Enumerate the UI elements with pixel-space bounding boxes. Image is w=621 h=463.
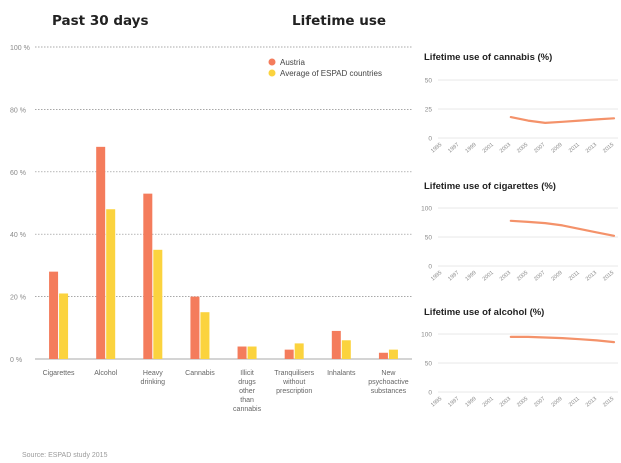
category-label: New <box>381 370 396 377</box>
category-label: cannabis <box>233 406 262 413</box>
x-tick-label: 1995 <box>430 396 443 408</box>
x-tick-label: 2007 <box>533 142 546 154</box>
x-tick-label: 1999 <box>464 396 477 408</box>
category-label: Illicit <box>240 370 254 377</box>
x-tick-label: 1997 <box>447 270 460 282</box>
category-label: Tranquilisers <box>274 370 314 377</box>
bar-austria <box>143 193 153 359</box>
x-tick-label: 2009 <box>550 270 563 282</box>
bar-espad-average <box>200 312 210 359</box>
x-tick-label: 1999 <box>464 142 477 154</box>
x-tick-label: 2013 <box>585 396 598 408</box>
x-tick-label: 2003 <box>499 396 512 408</box>
bar-espad-average <box>294 343 304 359</box>
y-tick-label: 50 <box>425 78 433 85</box>
past-30-days-bar-chart: 0 % 20 % 40 % 60 % 80 % 100 % Cigarettes Alcoho… <box>10 45 412 413</box>
bar-espad-average <box>106 209 116 359</box>
y-tick-label: 0 <box>428 390 432 397</box>
x-tick-label: 2001 <box>482 396 495 408</box>
category-label: than <box>240 397 254 404</box>
y-tick-label: 100 % <box>10 45 30 52</box>
category-label: Alcohol <box>94 370 117 377</box>
x-tick-label: 2007 <box>533 396 546 408</box>
legend-label: Average of ESPAD countries <box>280 69 382 78</box>
x-tick-label: 2011 <box>568 270 581 282</box>
bar-austria <box>378 352 388 359</box>
y-tick-label: 80 % <box>10 107 26 114</box>
x-tick-label: 2001 <box>482 270 495 282</box>
x-tick-label: 2009 <box>550 142 563 154</box>
y-tick-label: 0 <box>428 136 432 143</box>
line-chart-title: Lifetime use of cannabis (%) <box>424 52 552 63</box>
y-tick-label: 60 % <box>10 170 26 177</box>
bar-espad-average <box>341 340 351 359</box>
bar-austria <box>237 346 247 359</box>
x-tick-label: 2005 <box>516 270 529 282</box>
x-tick-label: 2015 <box>602 270 615 282</box>
lifetime-use-title: Lifetime use <box>292 13 386 29</box>
y-tick-label: 100 <box>421 332 432 339</box>
y-tick-label: 40 % <box>10 232 26 239</box>
source-note: Source: ESPAD study 2015 <box>22 452 108 459</box>
cannabis-lifetime-chart: Lifetime use of cannabis (%) 0 25 50 1995 199… <box>424 52 618 154</box>
series-line <box>509 115 616 125</box>
bar-espad-average <box>59 293 69 359</box>
x-tick-label: 2013 <box>585 142 598 154</box>
x-tick-label: 2015 <box>602 142 615 154</box>
y-tick-label: 50 <box>425 235 433 242</box>
legend-swatch <box>268 69 276 77</box>
x-tick-label: 1995 <box>430 142 443 154</box>
category-label: without <box>282 379 305 386</box>
x-tick-label: 2011 <box>568 396 581 408</box>
bar-espad-average <box>388 349 398 359</box>
y-tick-label: 100 <box>421 206 432 213</box>
y-tick-label: 25 <box>425 107 433 114</box>
line-chart-title: Lifetime use of alcohol (%) <box>424 307 544 318</box>
category-label: Cannabis <box>185 370 215 377</box>
x-tick-label: 2009 <box>550 396 563 408</box>
x-tick-label: 2005 <box>516 396 529 408</box>
category-label: Inhalants <box>327 370 356 377</box>
series-line <box>509 219 616 237</box>
y-tick-label: 20 % <box>10 295 26 302</box>
bar-austria <box>190 296 200 359</box>
category-label: Heavy <box>143 370 163 377</box>
x-tick-label: 2007 <box>533 270 546 282</box>
x-tick-label: 1997 <box>447 396 460 408</box>
bar-austria <box>331 330 341 359</box>
y-tick-label: 50 <box>425 361 433 368</box>
past-30-days-title: Past 30 days <box>52 13 149 29</box>
x-tick-label: 2005 <box>516 142 529 154</box>
bar-espad-average <box>247 346 257 359</box>
x-tick-label: 2001 <box>482 142 495 154</box>
x-tick-label: 2003 <box>499 142 512 154</box>
x-tick-label: 1999 <box>464 270 477 282</box>
category-label: substances <box>371 388 407 395</box>
x-tick-label: 2013 <box>585 270 598 282</box>
x-tick-label: 1997 <box>447 142 460 154</box>
series-line <box>509 335 616 344</box>
line-chart-title: Lifetime use of cigarettes (%) <box>424 181 556 192</box>
category-label: drugs <box>238 379 256 386</box>
bar-austria <box>49 271 59 359</box>
x-tick-label: 2015 <box>602 396 615 408</box>
x-tick-label: 2011 <box>568 142 581 154</box>
bar-espad-average <box>153 249 163 359</box>
y-tick-label: 0 % <box>10 357 22 364</box>
bar-austria <box>284 349 294 359</box>
x-tick-label: 2003 <box>499 270 512 282</box>
x-tick-label: 1995 <box>430 270 443 282</box>
cigarettes-lifetime-chart: Lifetime use of cigarettes (%) 0 50 100 1995… <box>421 181 618 282</box>
legend-swatch <box>268 58 276 66</box>
category-label: drinking <box>141 379 166 386</box>
category-label: psychoactive <box>368 379 409 386</box>
bar-austria <box>96 146 106 359</box>
legend-label: Austria <box>280 58 305 67</box>
y-tick-label: 0 <box>428 264 432 271</box>
alcohol-lifetime-chart: Lifetime use of alcohol (%) 0 50 100 1995 199… <box>421 307 618 408</box>
category-label: prescription <box>276 388 312 395</box>
category-label: other <box>239 388 256 395</box>
category-label: Cigarettes <box>43 370 75 377</box>
